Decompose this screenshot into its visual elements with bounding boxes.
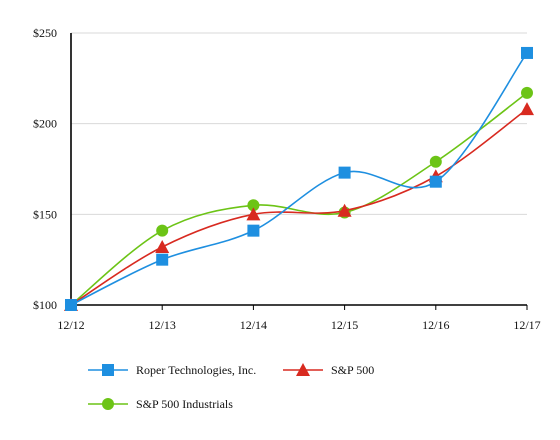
y-tick-label: $100 xyxy=(33,298,57,312)
legend-label: Roper Technologies, Inc. xyxy=(136,363,256,377)
y-tick-label: $150 xyxy=(33,207,57,221)
data-point-square xyxy=(65,299,77,311)
x-tick-label: 12/14 xyxy=(240,318,267,332)
data-point-square xyxy=(247,224,260,237)
axes xyxy=(70,33,527,306)
data-point-triangle xyxy=(520,102,534,116)
data-point-square xyxy=(156,253,169,266)
data-point-square xyxy=(429,175,442,188)
data-point-circle xyxy=(521,86,533,99)
series-layer xyxy=(64,46,534,311)
x-tick-label: 12/13 xyxy=(149,318,176,332)
legend-marker xyxy=(102,364,114,376)
data-point-circle xyxy=(429,155,442,168)
x-tick-label: 12/15 xyxy=(331,318,358,332)
series-line-square xyxy=(70,52,528,306)
data-point-triangle xyxy=(337,203,352,217)
legend-label: S&P 500 xyxy=(331,363,374,377)
data-point-triangle xyxy=(155,239,170,253)
x-tick-label: 12/16 xyxy=(422,318,449,332)
series-line-circle xyxy=(70,92,528,306)
legend-label: S&P 500 Industrials xyxy=(136,397,233,411)
data-point-circle xyxy=(247,199,260,212)
legend-marker xyxy=(102,398,114,410)
y-axis-ticks: $100 $150 $200 $250 xyxy=(33,26,57,312)
grid-lines xyxy=(71,32,527,215)
data-point-square xyxy=(338,166,351,179)
series-line-triangle xyxy=(70,108,528,306)
data-point-circle xyxy=(156,224,169,237)
x-axis-ticks: 12/12 12/13 12/14 12/15 12/16 12/17 xyxy=(57,305,541,332)
y-tick-label: $250 xyxy=(33,26,57,40)
data-point-square xyxy=(521,46,533,59)
x-tick-label: 12/12 xyxy=(57,318,84,332)
y-tick-label: $200 xyxy=(33,117,57,131)
legend: Roper Technologies, Inc. S&P 500 S&P 500 I… xyxy=(88,363,374,411)
x-tick-label: 12/17 xyxy=(513,318,540,332)
data-point-triangle xyxy=(246,207,261,221)
legend-marker xyxy=(296,363,310,376)
